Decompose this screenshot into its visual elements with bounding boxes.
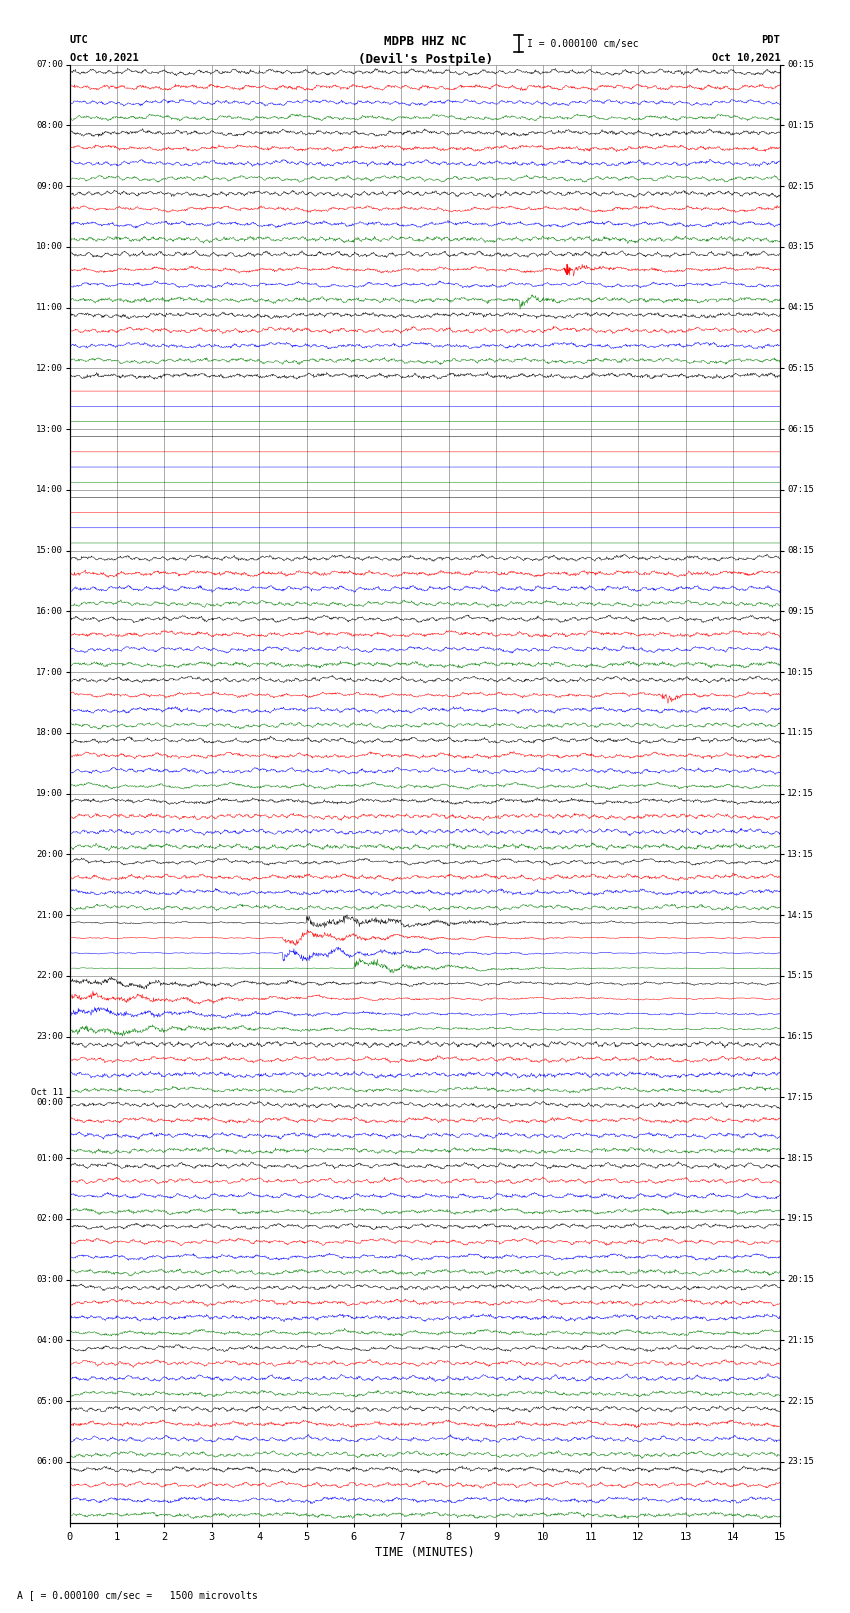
Text: I = 0.000100 cm/sec: I = 0.000100 cm/sec	[527, 39, 638, 48]
Text: Oct 10,2021: Oct 10,2021	[711, 53, 780, 63]
Text: PDT: PDT	[762, 35, 780, 45]
Text: A [ = 0.000100 cm/sec =   1500 microvolts: A [ = 0.000100 cm/sec = 1500 microvolts	[17, 1590, 258, 1600]
Text: Oct 10,2021: Oct 10,2021	[70, 53, 139, 63]
Text: UTC: UTC	[70, 35, 88, 45]
Text: MDPB HHZ NC: MDPB HHZ NC	[383, 35, 467, 48]
Text: (Devil's Postpile): (Devil's Postpile)	[358, 53, 492, 66]
X-axis label: TIME (MINUTES): TIME (MINUTES)	[375, 1545, 475, 1558]
